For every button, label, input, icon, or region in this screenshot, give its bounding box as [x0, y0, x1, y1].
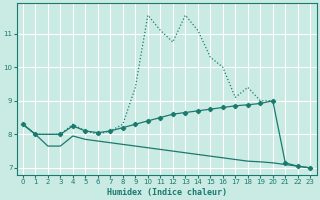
X-axis label: Humidex (Indice chaleur): Humidex (Indice chaleur) [107, 188, 227, 197]
